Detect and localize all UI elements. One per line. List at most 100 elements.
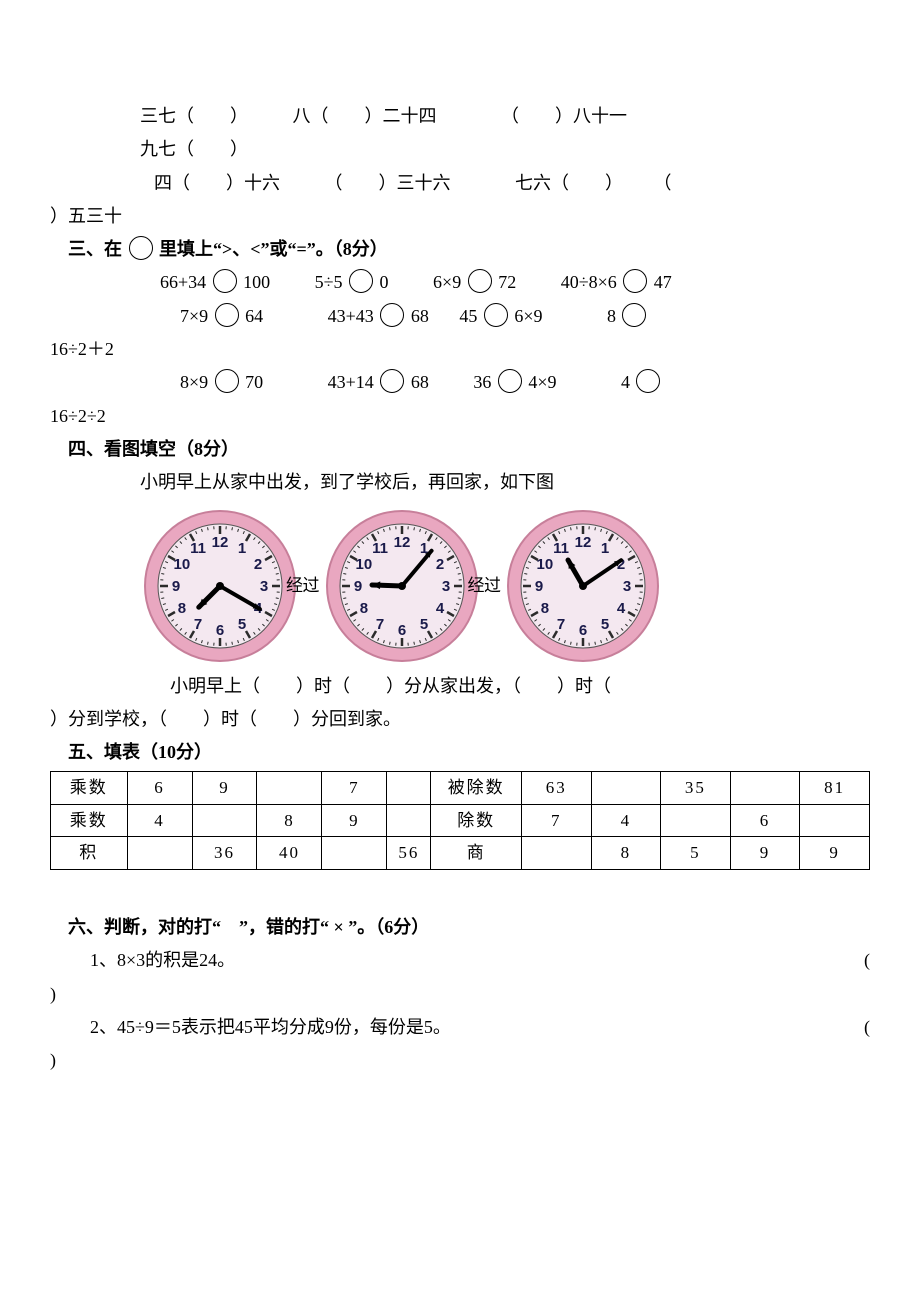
svg-text:5: 5: [601, 616, 609, 633]
cell: 9: [800, 837, 870, 869]
svg-text:12: 12: [212, 534, 229, 551]
sec4-blank2: ）分到学校，（ ）时（ ）分回到家。: [50, 703, 870, 736]
cell: [387, 772, 431, 804]
r1a: 66+34: [160, 272, 206, 292]
circle-icon: [129, 236, 153, 260]
svg-text:4: 4: [435, 600, 444, 617]
cell: 81: [800, 772, 870, 804]
circle-icon: [215, 369, 239, 393]
cell: [127, 837, 192, 869]
cell: [591, 772, 661, 804]
cell: 乘数: [51, 804, 128, 836]
s2l2a: 九七（ ）: [140, 139, 248, 159]
clocks-row: 123456789101112 经过（ 123456789101112 经过（ …: [50, 506, 870, 666]
circle-icon: [623, 269, 647, 293]
s2l1a: 三七（ ）: [140, 106, 248, 126]
r1g: 40÷8×6: [561, 272, 617, 292]
circle-icon: [484, 303, 508, 327]
cell: 9: [192, 772, 257, 804]
sec3-row1: 66+34 100 5÷5 0 6×9 72 40÷8×6 47: [50, 266, 870, 299]
sec2-line1: 三七（ ） 八（ ）二十四 （ ）八十一: [50, 100, 870, 133]
svg-text:8: 8: [178, 600, 186, 617]
circle-icon: [380, 369, 404, 393]
sec5-title: 五、填表（10分）: [50, 736, 870, 769]
svg-text:2: 2: [435, 556, 443, 573]
r1h: 47: [654, 272, 672, 292]
cell: 36: [192, 837, 257, 869]
circle-icon: [215, 303, 239, 327]
sec4-intro: 小明早上从家中出发，到了学校后，再回家，如下图: [50, 466, 870, 499]
r1e: 6×9: [433, 272, 461, 292]
cell: 9: [322, 804, 387, 836]
sec3-title-b: 里填上“>、<”或“=”。（8分）: [159, 239, 388, 259]
cell: 4: [591, 804, 661, 836]
s2l3d: （: [654, 173, 672, 193]
svg-text:7: 7: [375, 616, 383, 633]
cell: [521, 837, 591, 869]
svg-text:6: 6: [216, 622, 224, 639]
svg-text:4: 4: [617, 600, 626, 617]
q1-text: 1、8×3的积是24。: [90, 944, 235, 977]
r2e: 45: [459, 306, 477, 326]
r2f: 6×9: [514, 306, 542, 326]
sec3-row2-cont: 16÷2＋2: [50, 333, 870, 366]
r3f: 4×9: [528, 372, 556, 392]
cell: 9: [730, 837, 800, 869]
cell: 商: [431, 837, 521, 869]
cell: 56: [387, 837, 431, 869]
svg-text:8: 8: [359, 600, 367, 617]
sec6-title: 六、判断，对的打“ ”，错的打“ × ”。（6分）: [50, 911, 870, 944]
cell: 7: [322, 772, 387, 804]
r3c: 43+14: [328, 372, 374, 392]
svg-text:12: 12: [393, 534, 410, 551]
r2g: 8: [607, 306, 616, 326]
cell: 7: [521, 804, 591, 836]
r2d: 68: [411, 306, 429, 326]
table-row: 乘数 6 9 7 被除数 63 35 81: [51, 772, 870, 804]
svg-text:9: 9: [535, 578, 543, 595]
r2a: 7×9: [180, 306, 208, 326]
sec6-q1-close: ): [50, 978, 870, 1011]
cell: 40: [257, 837, 322, 869]
svg-text:11: 11: [372, 539, 388, 556]
r2c: 43+43: [328, 306, 374, 326]
svg-text:9: 9: [353, 578, 361, 595]
circle-icon: [636, 369, 660, 393]
table-row: 乘数 4 8 9 除数 7 4 6: [51, 804, 870, 836]
r3b: 70: [245, 372, 263, 392]
s2l3a: 四（ ）十六: [154, 173, 280, 193]
r2b: 64: [245, 306, 263, 326]
cell: 乘数: [51, 772, 128, 804]
cell: 6: [127, 772, 192, 804]
cell: [661, 804, 731, 836]
svg-text:5: 5: [419, 616, 427, 633]
paren-open: (: [864, 944, 870, 977]
clock-3: 123456789101112: [503, 506, 663, 666]
cell: [192, 804, 257, 836]
sec6-q2: 2、45÷9＝5表示把45平均分成9份，每份是5。 (: [50, 1011, 870, 1044]
circle-icon: [380, 303, 404, 327]
svg-text:11: 11: [553, 539, 569, 556]
s2l3b: （ ）三十六: [325, 173, 451, 193]
s2l1c: （ ）八十一: [501, 106, 627, 126]
sec3-title-a: 三、在: [68, 239, 122, 259]
sec5-table: 乘数 6 9 7 被除数 63 35 81 乘数 4 8 9 除数 7 4 6 …: [50, 771, 870, 869]
svg-text:3: 3: [623, 578, 631, 595]
sec2-line3: 四（ ）十六 （ ）三十六 七六（ ） （: [50, 167, 870, 200]
sec3-row3: 8×9 70 43+14 68 36 4×9 4: [50, 366, 870, 399]
cell: 8: [591, 837, 661, 869]
svg-text:12: 12: [575, 534, 592, 551]
r2cont: 16÷2＋2: [50, 339, 114, 359]
sec4-blank1: 小明早上（ ）时（ ）分从家出发，（ ）时（: [50, 670, 870, 703]
svg-text:1: 1: [601, 539, 609, 556]
cell: 4: [127, 804, 192, 836]
cell: 8: [257, 804, 322, 836]
cell: [257, 772, 322, 804]
svg-text:11: 11: [190, 539, 206, 556]
svg-text:10: 10: [355, 556, 372, 573]
cell: [730, 772, 800, 804]
sec3-row2: 7×9 64 43+43 68 45 6×9 8: [50, 300, 870, 333]
svg-text:8: 8: [541, 600, 549, 617]
r3cont: 16÷2÷2: [50, 406, 106, 426]
svg-text:7: 7: [194, 616, 202, 633]
